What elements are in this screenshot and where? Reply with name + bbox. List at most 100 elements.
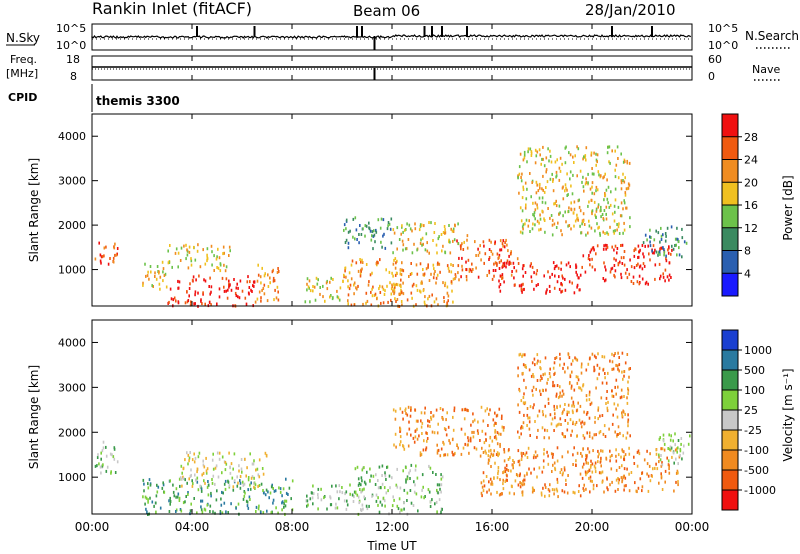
y-tick-label: 3000 (58, 381, 86, 394)
data-cell (591, 436, 594, 440)
data-cell (585, 453, 587, 457)
data-cell (491, 277, 494, 281)
data-cell (493, 423, 495, 427)
data-cell (220, 503, 223, 507)
data-cell (534, 420, 536, 423)
colorbar-tick-label: 8 (744, 245, 751, 258)
data-cell (568, 280, 571, 284)
data-cell (501, 492, 503, 496)
data-cell (614, 187, 617, 191)
data-cell (228, 245, 231, 249)
data-cell (142, 478, 145, 482)
data-cell (185, 495, 187, 498)
data-cell (595, 252, 597, 256)
data-cell (368, 504, 370, 508)
data-cell (196, 467, 199, 471)
data-cell (489, 408, 491, 412)
data-cell (490, 482, 492, 486)
data-cell (605, 217, 608, 221)
data-cell (432, 239, 434, 242)
data-cell (601, 381, 604, 385)
data-cell (477, 253, 480, 257)
data-cell (440, 473, 442, 477)
data-cell (237, 286, 239, 290)
data-cell (437, 491, 439, 495)
data-cell (594, 268, 596, 272)
data-cell (604, 192, 606, 195)
data-cell (670, 252, 672, 256)
data-cell (559, 417, 562, 421)
data-cell (386, 465, 388, 469)
data-cell (105, 454, 108, 458)
data-cell (356, 493, 359, 497)
data-cell (518, 165, 521, 169)
data-cell (392, 495, 394, 499)
data-cell (396, 504, 399, 508)
data-cell (613, 219, 616, 223)
data-cell (577, 378, 580, 382)
data-cell (233, 452, 236, 456)
data-cell (344, 269, 346, 273)
data-cell (494, 269, 497, 272)
data-cell (189, 282, 191, 286)
data-cell (489, 436, 491, 440)
data-cell (444, 284, 446, 288)
data-cell (647, 282, 649, 286)
data-cell (247, 506, 250, 510)
data-cell (519, 206, 522, 210)
data-cell (517, 176, 519, 180)
data-cell (157, 485, 160, 489)
data-cell (359, 488, 361, 491)
data-cell (477, 247, 479, 251)
data-cell (594, 213, 596, 217)
data-cell (540, 493, 543, 497)
data-cell (572, 155, 574, 159)
velocity-data-cells (94, 351, 691, 516)
data-cell (393, 443, 395, 447)
data-cell (531, 361, 534, 365)
data-cell (658, 250, 661, 254)
data-cell (381, 245, 383, 249)
data-cell (561, 233, 563, 237)
data-cell (621, 243, 624, 247)
data-cell (643, 255, 645, 259)
data-cell (577, 147, 580, 151)
data-cell (386, 227, 389, 231)
data-cell (524, 353, 526, 357)
data-cell (572, 173, 574, 177)
data-cell (259, 275, 262, 279)
data-cell (677, 439, 680, 442)
data-cell (440, 233, 443, 236)
data-cell (245, 499, 248, 503)
data-cell (570, 384, 573, 388)
data-cell (187, 491, 189, 494)
data-cell (539, 366, 541, 370)
data-cell (448, 224, 450, 227)
data-cell (680, 442, 682, 446)
data-cell (633, 266, 636, 270)
data-cell (251, 475, 254, 479)
data-cell (564, 189, 566, 193)
data-cell (521, 267, 524, 271)
data-cell (683, 444, 685, 448)
data-cell (617, 263, 620, 267)
data-cell (604, 232, 606, 235)
data-cell (575, 263, 577, 267)
data-cell (354, 491, 357, 495)
data-cell (349, 483, 351, 487)
data-cell (306, 277, 309, 281)
data-cell (625, 206, 628, 210)
data-cell (465, 260, 467, 264)
data-cell (636, 464, 639, 468)
data-cell (190, 468, 192, 472)
data-cell (401, 239, 404, 243)
data-cell (384, 246, 387, 250)
data-cell (424, 303, 426, 307)
data-cell (202, 291, 204, 295)
data-cell (500, 259, 502, 263)
data-cell (528, 219, 530, 223)
data-cell (655, 462, 657, 466)
data-cell (382, 218, 385, 222)
data-cell (473, 430, 475, 434)
data-cell (543, 164, 546, 168)
